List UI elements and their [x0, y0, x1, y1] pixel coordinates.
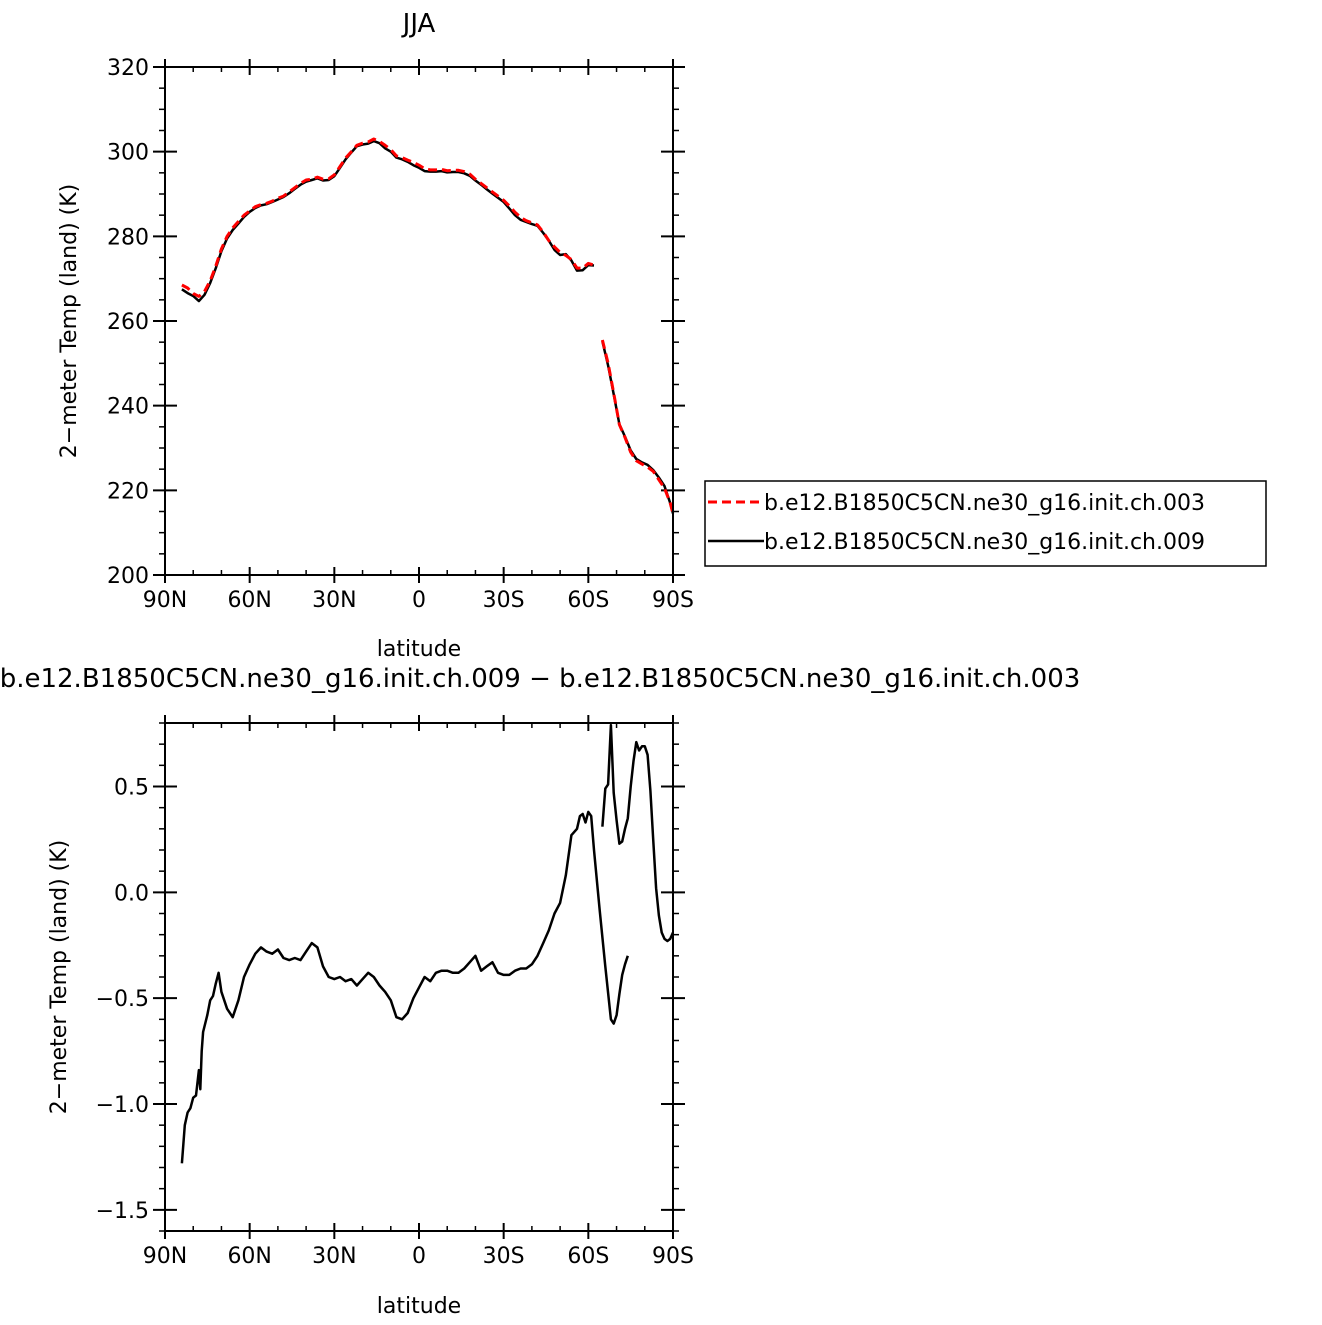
- y-tick-label: 300: [107, 141, 149, 166]
- chart-title: JJA: [401, 9, 436, 39]
- temperature-chart: JJA latitude 2−meter Temp (land) (K) 90N…: [57, 9, 694, 662]
- y-axis-label: 2−meter Temp (land) (K): [57, 184, 82, 458]
- x-tick-label: 0: [412, 1244, 426, 1269]
- y-tick-label: 200: [107, 564, 149, 589]
- y-tick-label: 0.5: [114, 776, 149, 801]
- x-tick-label: 90N: [143, 1244, 187, 1269]
- y-tick-label: −1.5: [96, 1199, 149, 1224]
- x-axis-label: latitude: [377, 637, 461, 662]
- legend-box: [704, 480, 1267, 567]
- y-tick-label: 220: [107, 479, 149, 504]
- x-tick-label: 30S: [483, 588, 525, 613]
- x-tick-label: 30N: [312, 1244, 356, 1269]
- legend: b.e12.B1850C5CN.ne30_g16.init.ch.003 b.e…: [704, 480, 1267, 567]
- difference-chart: b.e12.B1850C5CN.ne30_g16.init.ch.009 − b…: [0, 664, 1080, 1319]
- x-tick-label: 0: [412, 588, 426, 613]
- y-axis-label: 2−meter Temp (land) (K): [47, 840, 72, 1114]
- series-line-1: [601, 341, 675, 514]
- series-line-0: [181, 137, 595, 298]
- x-tick-label: 30S: [483, 1244, 525, 1269]
- y-tick-label: 240: [107, 395, 149, 420]
- legend-label-003: b.e12.B1850C5CN.ne30_g16.init.ch.003: [764, 491, 1205, 516]
- x-tick-label: 60S: [567, 588, 609, 613]
- series-line-0: [180, 810, 629, 1164]
- series-line-0: [600, 339, 675, 514]
- y-tick-label: 260: [107, 310, 149, 335]
- x-axis-label: latitude: [377, 1294, 461, 1319]
- plot-frame: [164, 66, 674, 576]
- y-tick-label: 0.0: [114, 881, 149, 906]
- x-tick-label: 90N: [143, 588, 187, 613]
- x-tick-label: 60S: [567, 1244, 609, 1269]
- y-tick-label: −0.5: [96, 987, 149, 1012]
- y-tick-label: −1.0: [96, 1093, 149, 1118]
- x-tick-label: 60N: [227, 1244, 271, 1269]
- chart-title: b.e12.B1850C5CN.ne30_g16.init.ch.009 − b…: [0, 664, 1080, 694]
- x-tick-label: 90S: [652, 588, 694, 613]
- x-tick-label: 60N: [227, 588, 271, 613]
- y-tick-label: 320: [107, 56, 149, 81]
- series-line-0: [601, 723, 675, 943]
- series-line-1: [181, 139, 595, 303]
- legend-label-009: b.e12.B1850C5CN.ne30_g16.init.ch.009: [764, 530, 1205, 555]
- plot-frame: [164, 722, 674, 1232]
- x-tick-label: 90S: [652, 1244, 694, 1269]
- x-tick-label: 30N: [312, 588, 356, 613]
- y-tick-label: 280: [107, 225, 149, 250]
